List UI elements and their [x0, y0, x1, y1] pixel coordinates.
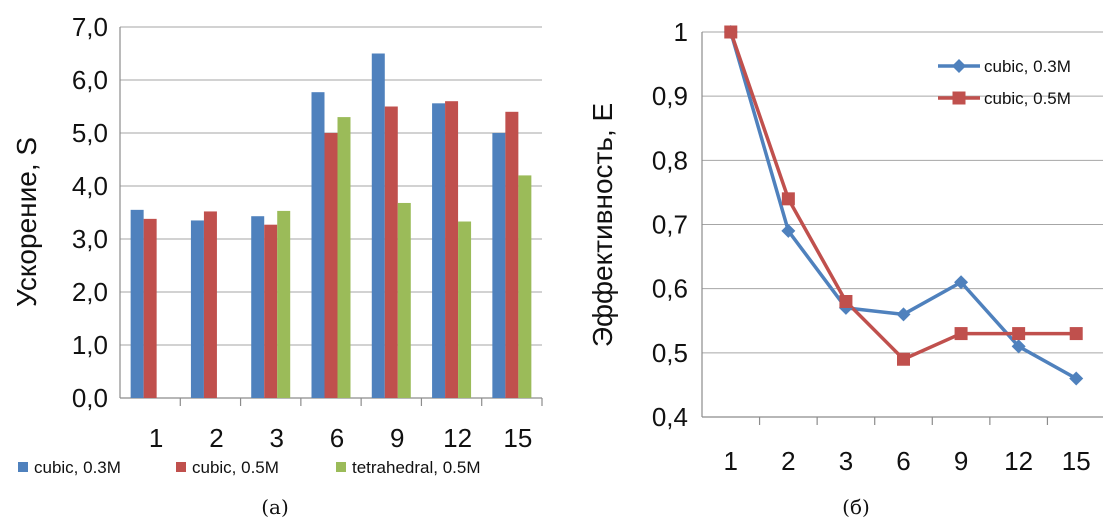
speedup-bar: [203, 211, 217, 398]
speedup-x-tick-label: 9: [390, 423, 404, 453]
speedup-legend-label: cubic, 0.5M: [192, 458, 279, 477]
speedup-bar: [311, 92, 325, 398]
speedup-axes: [119, 27, 543, 406]
efficiency-point: [896, 307, 911, 322]
speedup-bar: [458, 221, 472, 398]
speedup-legend-swatch: [176, 462, 186, 472]
speedup-y-tick-label: 4,0: [72, 171, 108, 201]
efficiency-point: [1069, 371, 1084, 386]
efficiency-y-tick-label: 0,5: [652, 338, 688, 368]
speedup-legend-swatch: [336, 462, 346, 472]
speedup-y-tick-label: 1,0: [72, 330, 108, 360]
speedup-bar: [384, 106, 398, 398]
speedup-bar: [397, 202, 411, 398]
efficiency-y-tick-label: 0,8: [652, 145, 688, 175]
efficiency-point: [954, 275, 969, 290]
speedup-legend-label: cubic, 0.3M: [34, 458, 121, 477]
efficiency-point: [781, 223, 796, 238]
efficiency-point: [897, 352, 910, 366]
efficiency-line-chart: 0,40,50,60,70,80,91 1 2 3 6 9 12 15 Эффективно…: [587, 17, 1103, 519]
efficiency-y-tick-label: 0,4: [652, 402, 688, 432]
efficiency-x-tick-label: 9: [954, 446, 968, 476]
speedup-bar: [445, 101, 459, 398]
efficiency-gridlines: [702, 31, 1103, 354]
efficiency-legend-label: cubic, 0.5M: [984, 89, 1071, 108]
efficiency-y-tick-label: 0,9: [652, 81, 688, 111]
efficiency-x-tick-label: 1: [724, 446, 738, 476]
efficiency-markers: [723, 25, 1084, 386]
speedup-x-tick-label: 2: [209, 423, 223, 453]
speedup-bar-chart: 0,01,02,03,04,05,06,07,0 1 2 3 6 9 12 15 Ускор…: [11, 12, 543, 519]
efficiency-point: [1011, 339, 1026, 354]
speedup-bar: [324, 133, 338, 398]
speedup-y-tick-labels: 0,0 1,0 2,0 3,0 4,0 5,0 6,0 7,0: [72, 12, 108, 413]
speedup-bars: [130, 53, 532, 399]
efficiency-y-axis-title: Эффективность, E: [587, 103, 618, 347]
efficiency-y-tick-label: 0,7: [652, 210, 688, 240]
speedup-bar: [518, 175, 532, 398]
efficiency-x-tick-label: 12: [1004, 446, 1033, 476]
speedup-y-tick-label: 2,0: [72, 277, 108, 307]
speedup-bar: [190, 220, 204, 398]
speedup-x-tick-label: 3: [269, 423, 283, 453]
efficiency-caption: (б): [842, 495, 870, 519]
efficiency-point: [724, 25, 738, 39]
speedup-legend: cubic, 0.3M cubic, 0.5M tetrahedral, 0.5M: [18, 458, 481, 477]
speedup-bar: [371, 53, 385, 398]
speedup-y-tick-label: 3,0: [72, 224, 108, 254]
efficiency-legend-label: cubic, 0.3M: [984, 57, 1071, 76]
speedup-bar: [143, 218, 157, 398]
efficiency-y-tick-label: 1: [674, 17, 688, 47]
speedup-bar: [337, 117, 351, 398]
efficiency-point: [839, 295, 853, 308]
speedup-x-tick-label: 6: [330, 423, 344, 453]
speedup-x-tick-label: 15: [503, 423, 532, 453]
speedup-y-tick-label: 5,0: [72, 118, 108, 148]
speedup-bar: [130, 209, 144, 398]
efficiency-legend: cubic, 0.3M cubic, 0.5M: [938, 57, 1071, 108]
efficiency-y-tick-label: 0,6: [652, 274, 688, 304]
efficiency-x-tick-label: 3: [839, 446, 853, 476]
efficiency-x-tick-label: 6: [896, 446, 910, 476]
efficiency-point: [781, 192, 795, 206]
speedup-bar: [505, 111, 519, 399]
efficiency-legend-marker: [952, 59, 966, 73]
efficiency-x-tick-label: 2: [781, 446, 795, 476]
speedup-y-tick-label: 6,0: [72, 65, 108, 95]
speedup-x-tick-labels: 1 2 3 6 9 12 15: [149, 423, 532, 453]
efficiency-x-tick-labels: 1 2 3 6 9 12 15: [724, 446, 1091, 476]
speedup-caption: (a): [261, 495, 289, 519]
speedup-legend-label: tetrahedral, 0.5M: [352, 458, 481, 477]
efficiency-point: [1012, 327, 1026, 341]
speedup-y-axis-title: Ускорение, S: [11, 137, 42, 307]
speedup-y-tick-label: 7,0: [72, 12, 108, 42]
speedup-y-tick-label: 0,0: [72, 383, 108, 413]
speedup-bar: [432, 103, 446, 398]
efficiency-x-tick-label: 15: [1062, 446, 1091, 476]
speedup-legend-swatch: [18, 462, 28, 472]
speedup-bar: [277, 210, 291, 398]
efficiency-legend-marker: [952, 91, 966, 105]
efficiency-y-tick-labels: 0,4 0,5 0,6 0,7 0,8 0,9 1: [652, 17, 688, 432]
speedup-bar: [264, 224, 278, 398]
efficiency-point: [1069, 327, 1083, 341]
speedup-x-tick-label: 12: [443, 423, 472, 453]
speedup-bar: [251, 216, 265, 398]
efficiency-axes: [701, 32, 1103, 425]
speedup-x-tick-label: 1: [149, 423, 163, 453]
speedup-bar: [492, 133, 506, 398]
efficiency-point: [954, 327, 968, 341]
